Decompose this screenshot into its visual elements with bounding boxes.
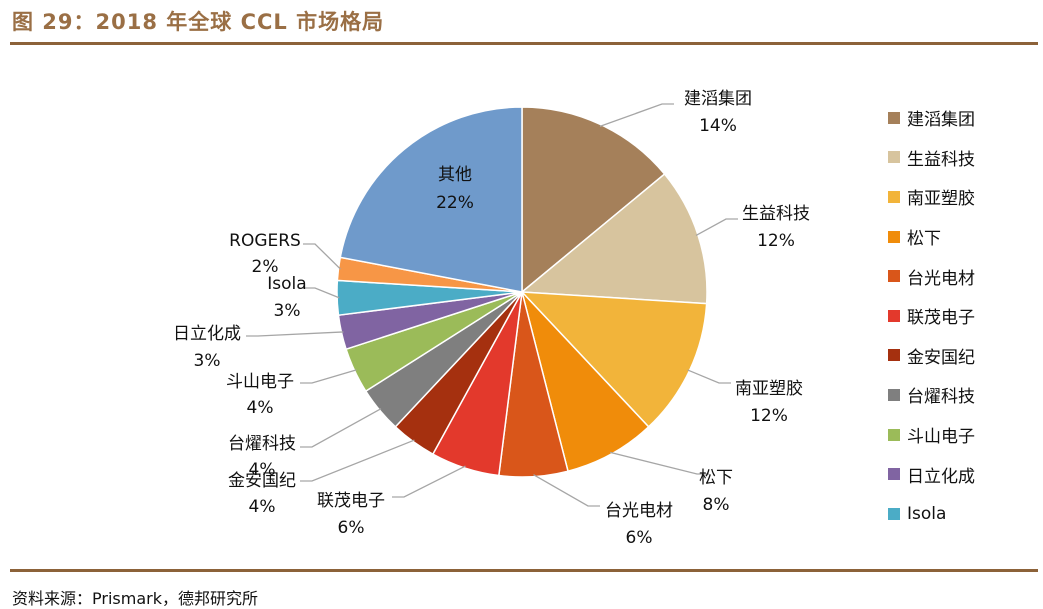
leader-line [300,408,382,448]
figure-title: 图 29：2018 年全球 CCL 市场格局 [12,10,385,34]
slice-percent: 22% [436,193,474,213]
leader-line [610,451,709,475]
legend-swatch [888,507,900,520]
legend-item: 台光电材 [888,256,975,296]
legend-label: 生益科技 [907,149,975,170]
slice-percent: 6% [338,518,365,538]
legend-swatch [888,190,900,203]
legend-label: 日立化成 [907,466,975,487]
legend-item: 南亚塑胶 [888,177,975,217]
legend: 建滔集团生益科技南亚塑胶松下台光电材联茂电子金安国纪台燿科技斗山电子日立化成 Is… [888,98,975,534]
slice-percent: 6% [626,528,653,548]
pie-slice-13 [339,106,523,293]
slice-percent: 4% [249,460,276,480]
slice-label: Isola [267,274,306,294]
slice-label: 联茂电子 [317,491,385,511]
leader-line [687,369,731,384]
legend-swatch [888,230,900,243]
slice-percent: 3% [194,351,221,371]
legend-item: 金安国纪 [888,336,975,376]
leader-line [533,474,600,507]
legend-item: 生益科技 [888,138,975,178]
slice-label: 日立化成 [173,324,241,344]
leader-line [246,331,344,337]
slice-percent: 3% [274,301,301,321]
slice-label: 金安国纪 [228,471,296,491]
slice-label: 南亚塑胶 [735,379,803,399]
slice-percent: 12% [750,406,788,426]
legend-label: 松下 [907,229,941,250]
slice-label: 松下 [699,468,733,488]
leader-line [392,465,466,498]
slice-label: 生益科技 [742,204,810,224]
source-note: 资料来源：Prismark，德邦研究所 [12,589,258,608]
legend-swatch [888,270,900,283]
legend-item: Isola [888,494,975,534]
leader-line [599,103,674,128]
legend-label: 台燿科技 [907,387,975,408]
slice-label: ROGERS [229,231,301,251]
slice-percent: 4% [247,398,274,418]
pie-slice-4 [521,291,650,473]
slice-label: 台光电材 [605,501,673,521]
leader-line [300,439,415,482]
legend-label: 金安国纪 [907,347,975,368]
legend-swatch [888,388,900,401]
legend-swatch [888,309,900,322]
leader-line [695,218,738,237]
legend-label: Isola [907,503,947,524]
legend-item: 日立化成 [888,454,975,494]
slice-label: 斗山电子 [226,372,294,392]
legend-swatch [888,428,900,441]
legend-item: 台燿科技 [888,375,975,415]
legend-item: 建滔集团 [888,98,975,138]
legend-label: 台光电材 [907,268,975,289]
leader-line [303,287,340,299]
legend-label: 斗山电子 [907,427,975,448]
pie-slice-1 [521,106,666,294]
leader-line [303,243,341,270]
legend-label: 联茂电子 [907,308,975,329]
slice-label: 台燿科技 [228,434,296,454]
legend-swatch [888,151,900,164]
legend-swatch [888,111,900,124]
legend-swatch [888,349,900,362]
slice-percent: 8% [703,495,730,515]
slice-percent: 2% [252,257,279,277]
footer-divider [10,569,1038,572]
slice-percent: 4% [249,497,276,517]
slice-label: 其他 [438,165,472,185]
legend-item: 松下 [888,217,975,257]
leader-line [300,369,357,384]
legend-label: 南亚塑胶 [907,189,975,210]
title-divider [10,42,1038,45]
legend-item: 联茂电子 [888,296,975,336]
legend-swatch [888,468,900,481]
slice-percent: 12% [757,231,795,251]
legend-label: 建滔集团 [907,110,975,131]
slice-label: 建滔集团 [684,89,752,109]
legend-item: 斗山电子 [888,415,975,455]
slice-percent: 14% [699,116,737,136]
